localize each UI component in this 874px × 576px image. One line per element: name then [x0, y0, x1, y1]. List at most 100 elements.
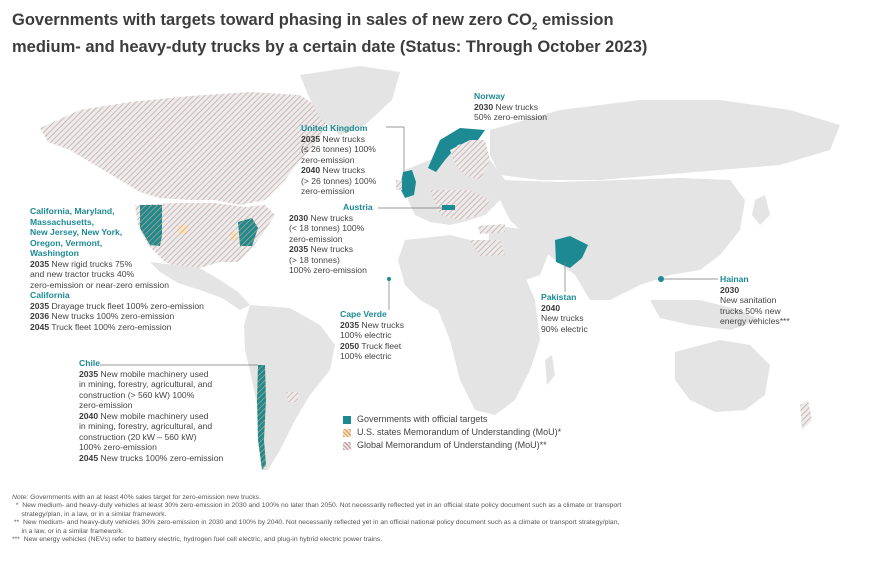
- cape-verde-heading: Cape Verde: [340, 309, 387, 319]
- uk-year-2: 2040: [301, 165, 321, 175]
- legend-global-mou-label: Global Memorandum of Understanding (MoU)…: [357, 440, 547, 450]
- chile-year-2: 2040: [79, 410, 99, 421]
- california-heading: California: [30, 290, 70, 300]
- label-austria: Austria 2030 New trucks (< 18 tonnes) 10…: [289, 202, 373, 276]
- greenland-land: [300, 66, 400, 135]
- chile-year-1: 2035: [79, 368, 99, 379]
- uk-line-2: (≤ 26 tonnes) 100%: [301, 144, 376, 154]
- turkey-mou: [478, 224, 505, 234]
- austria-line-4: New trucks: [308, 244, 354, 254]
- austria-line-5: (> 18 tonnes): [289, 254, 340, 265]
- uk-line-3: zero-emission: [301, 154, 355, 165]
- japan-land: [752, 195, 770, 225]
- us-states-heading-4: Oregon, Vermont,: [30, 237, 103, 248]
- cape-verde-island: [387, 277, 391, 281]
- chile-line-2: in mining, forestry, agricultural, and: [79, 379, 213, 389]
- label-uk: United Kingdom 2035 New trucks (≤ 26 ton…: [301, 123, 376, 197]
- legend-us-mou-label: U.S. states Memorandum of Understanding …: [357, 427, 562, 437]
- norway-year: 2030: [474, 101, 494, 112]
- uruguay-argentina-mou: [286, 392, 298, 402]
- asia-land: [500, 178, 745, 300]
- california-line-3: Truck fleet 100% zero-emission: [49, 321, 172, 332]
- footnotes: Note: Governments with an at least 40% s…: [12, 494, 862, 544]
- austria-line-1: New trucks: [308, 212, 354, 223]
- austria-line-3: zero-emission: [289, 233, 343, 244]
- hainan-line-4: energy vehicles***: [720, 316, 790, 326]
- legend-global-mou-swatch: [343, 441, 351, 450]
- australia-land: [675, 340, 770, 412]
- legend-us-mou: U.S. states Memorandum of Understanding …: [343, 426, 561, 439]
- cape-verde-line-4: 100% electric: [340, 351, 392, 361]
- chile-line-8: 100% zero-emission: [79, 442, 157, 452]
- sweden-finland-land: [450, 140, 490, 180]
- us-states-line-2: and new tractor trucks 40%: [30, 269, 135, 279]
- note-1a: * New medium- and heavy-duty vehicles at…: [12, 502, 622, 510]
- title-line2: medium- and heavy-duty trucks by a certa…: [12, 38, 648, 57]
- hainan-heading: Hainan: [720, 274, 749, 284]
- austria-heading: Austria: [343, 202, 373, 212]
- note-0: Governments with an at least 40% sales t…: [28, 494, 261, 501]
- chile-heading: Chile: [79, 358, 101, 368]
- label-us-states: California, Maryland, Massachusetts, New…: [30, 206, 204, 332]
- us-states-heading-3: New Jersey, New York,: [30, 227, 123, 237]
- us-states-line-3: zero-emission or near-zero emission: [30, 279, 169, 290]
- chile-year-3: 2045: [79, 452, 99, 463]
- california-year-1: 2035: [30, 300, 50, 311]
- cape-verde-year-1: 2035: [340, 319, 360, 330]
- legend-official-swatch: [343, 415, 351, 424]
- austria-line-2: (< 18 tonnes) 100%: [289, 223, 365, 233]
- us-east-states: [238, 218, 258, 246]
- austria-year-2: 2035: [289, 244, 309, 254]
- southeast-asia-land: [650, 300, 760, 330]
- us-mou-state-1: [178, 225, 188, 234]
- pakistan-line-2: New trucks: [541, 313, 584, 323]
- new-zealand-mou: [800, 400, 812, 430]
- chile-line-4: zero-emission: [79, 400, 133, 410]
- ireland-land: [396, 180, 402, 190]
- us-states-heading-2: Massachusetts,: [30, 216, 95, 227]
- chile-line-9: New trucks 100% zero-emission: [98, 452, 224, 463]
- hainan-year: 2030: [720, 284, 740, 295]
- uk-line-5: (> 26 tonnes) 100%: [301, 175, 377, 186]
- label-norway: Norway 2030 New trucks 50% zero-emission: [474, 91, 547, 123]
- uk-line-6: zero-emission: [301, 186, 355, 196]
- label-cape-verde: Cape Verde 2035 New trucks 100% electric…: [340, 309, 404, 362]
- europe-mou-area: [430, 190, 490, 220]
- cape-verde-line-1: New trucks: [359, 319, 405, 330]
- pakistan-line-3: 90% electric: [541, 323, 588, 334]
- chile-line-1: New mobile machinery used: [98, 368, 209, 379]
- california-year-2: 2036: [30, 311, 50, 321]
- chile-line-7: construction (20 kW – 560 kW): [79, 431, 197, 442]
- us-states-heading-1: California, Maryland,: [30, 206, 115, 216]
- note-2b: in a law, or in a similar framework.: [12, 527, 124, 535]
- map-legend: Governments with official targets U.S. s…: [343, 413, 561, 452]
- norway-line-1: New trucks: [493, 101, 539, 112]
- austria-year-1: 2030: [289, 212, 309, 223]
- norway-heading: Norway: [474, 91, 506, 101]
- hainan-line-2: New sanitation: [720, 295, 777, 305]
- pakistan-heading: Pakistan: [541, 292, 577, 302]
- uk-heading: United Kingdom: [301, 123, 368, 133]
- pakistan-year: 2040: [541, 302, 561, 313]
- cape-verde-line-3: Truck fleet: [359, 340, 402, 351]
- africa-mou: [470, 240, 505, 256]
- page-title: Governments with targets toward phasing …: [12, 10, 732, 57]
- legend-official: Governments with official targets: [343, 413, 561, 426]
- california-year-3: 2045: [30, 321, 50, 332]
- uk-line-4: New trucks: [320, 165, 366, 175]
- note-1b: strategy/plan, in a law, or in a similar…: [12, 510, 167, 518]
- chile-land: [257, 365, 266, 470]
- africa-land: [398, 235, 540, 415]
- hainan-line-3: trucks 50% new: [720, 305, 781, 316]
- note-label: Note:: [12, 494, 29, 501]
- canada-land: [40, 92, 330, 205]
- label-chile: Chile 2035 New mobile machinery used in …: [79, 358, 223, 463]
- norway-line-2: 50% zero-emission: [474, 112, 548, 122]
- pakistan-land: [555, 236, 588, 268]
- chile-line-3: construction (> 560 kW) 100%: [79, 389, 195, 400]
- california-line-1: Drayage truck fleet 100% zero-emission: [49, 300, 204, 311]
- title-line1: Governments with targets toward phasing …: [12, 11, 532, 29]
- us-states-line-1: New rigid trucks 75%: [49, 258, 133, 269]
- label-pakistan: Pakistan 2040 New trucks 90% electric: [541, 292, 588, 334]
